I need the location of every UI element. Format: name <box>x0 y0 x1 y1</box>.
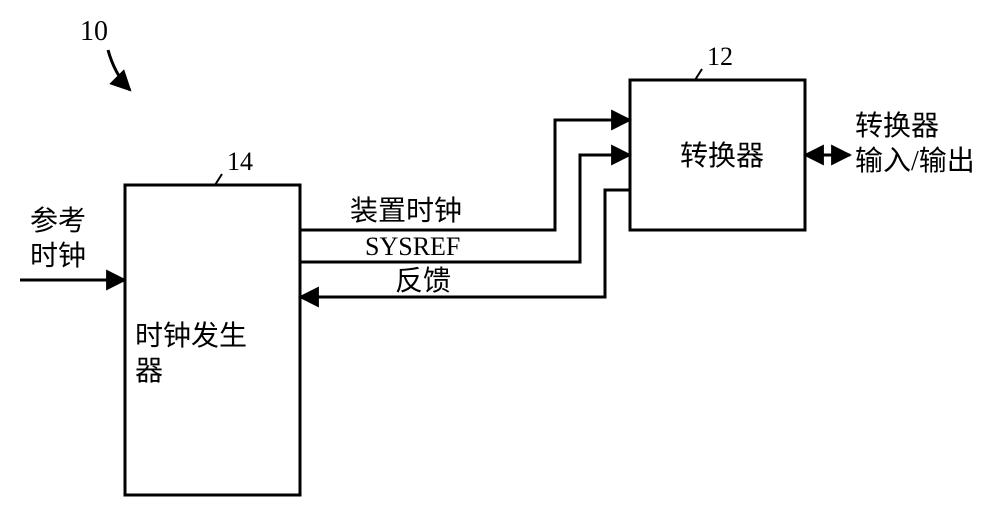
clock-generator-ref-tick <box>215 174 222 185</box>
converter-block: 转换器 12 <box>630 42 805 230</box>
converter-io-label-1: 转换器 <box>855 110 939 142</box>
clock-generator-label-2: 器 <box>135 356 163 387</box>
figure-ref-arrow <box>108 50 130 90</box>
converter-ref: 12 <box>707 42 733 71</box>
clock-generator-ref: 14 <box>227 147 253 176</box>
clock-generator-label-1: 时钟发生 <box>135 320 247 352</box>
sysref-label: SYSREF <box>365 232 460 261</box>
converter-io: 转换器 输入/输出 <box>805 110 975 177</box>
clock-generator-block: 时钟发生 器 14 <box>125 147 300 495</box>
reference-clock-input: 参考 时钟 <box>20 205 125 280</box>
converter-label: 转换器 <box>680 140 764 172</box>
converter-ref-tick <box>695 69 702 80</box>
figure-ref-number: 10 <box>80 16 108 47</box>
reference-clock-label-1: 参考 <box>30 205 86 237</box>
block-diagram: 10 时钟发生 器 14 转换器 12 参考 时钟 转换器 输入/输出 装置时钟… <box>0 0 1000 529</box>
feedback-label: 反馈 <box>395 265 451 297</box>
converter-io-label-2: 输入/输出 <box>855 145 975 177</box>
reference-clock-label-2: 时钟 <box>30 240 86 272</box>
device-clock-label: 装置时钟 <box>350 195 462 227</box>
